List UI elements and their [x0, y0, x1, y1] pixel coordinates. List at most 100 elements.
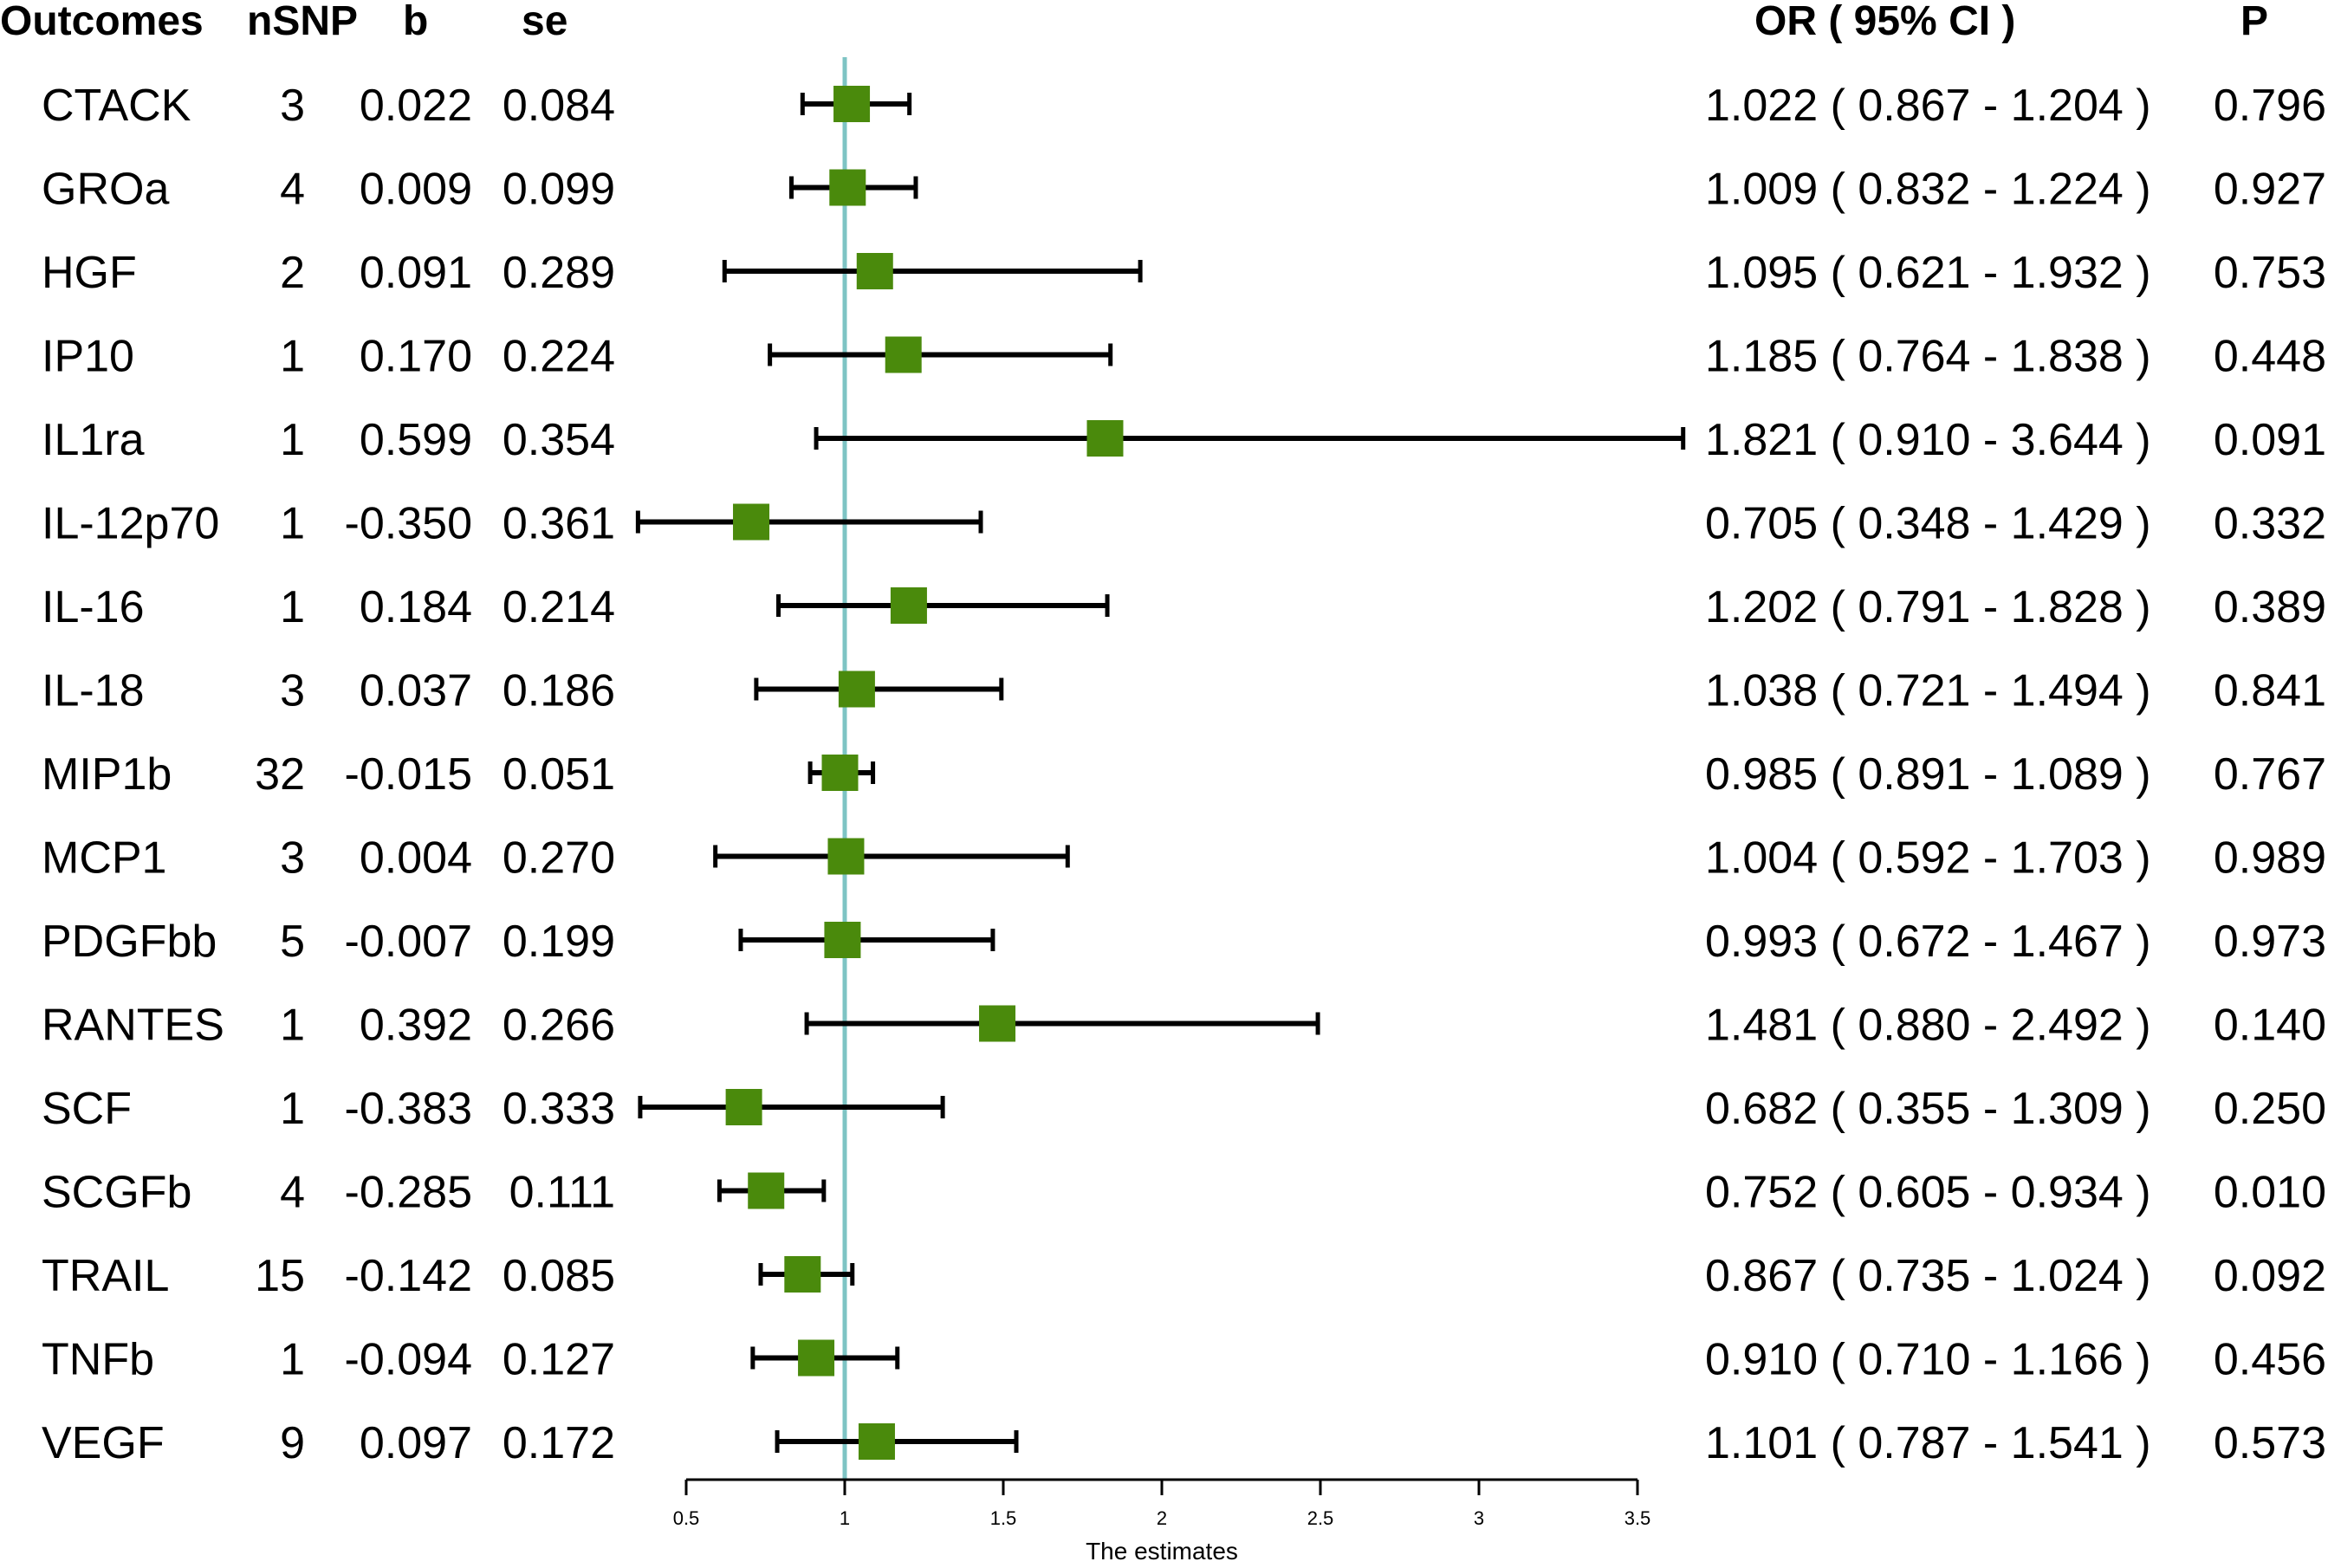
header-nsnp: nSNP	[247, 0, 358, 44]
p-value: 0.448	[2214, 332, 2326, 382]
forest-row: TRAIL 15 -0.142 0.085 0.867 ( 0.735 - 1.024 …	[42, 1251, 2326, 1301]
p-value: 0.332	[2214, 499, 2326, 549]
nsnp-value: 32	[255, 749, 305, 800]
b-value: 0.091	[360, 248, 472, 298]
nsnp-value: 1	[280, 582, 305, 632]
or-ci-value: 0.993 ( 0.672 - 1.467 )	[1705, 917, 2151, 967]
forest-row: PDGFbb 5 -0.007 0.199 0.993 ( 0.672 - 1.467 …	[42, 917, 2326, 967]
p-value: 0.767	[2214, 749, 2326, 800]
estimate-marker	[824, 922, 861, 958]
estimate-marker	[833, 86, 871, 122]
header-p: P	[2240, 0, 2268, 44]
x-axis-label: The estimates	[1086, 1538, 1238, 1565]
estimate-marker	[725, 1089, 762, 1125]
x-tick-label: 0.5	[673, 1507, 700, 1529]
b-value: -0.015	[345, 749, 472, 800]
or-ci-value: 0.910 ( 0.710 - 1.166 )	[1705, 1335, 2151, 1385]
b-value: 0.009	[360, 165, 472, 215]
se-value: 0.085	[503, 1251, 615, 1301]
outcome-label: IP10	[42, 332, 134, 382]
or-ci-value: 0.752 ( 0.605 - 0.934 )	[1705, 1168, 2151, 1218]
b-value: 0.392	[360, 1001, 472, 1051]
outcome-label: IL-18	[42, 666, 145, 716]
b-value: -0.383	[345, 1084, 472, 1134]
nsnp-value: 2	[280, 248, 305, 298]
nsnp-value: 1	[280, 1084, 305, 1134]
outcome-label: GROa	[42, 165, 169, 215]
forest-rows: CTACK 3 0.022 0.084 1.022 ( 0.867 - 1.204 ) 0…	[42, 81, 2326, 1468]
p-value: 0.841	[2214, 666, 2326, 716]
p-value: 0.973	[2214, 917, 2326, 967]
se-value: 0.214	[503, 582, 615, 632]
p-value: 0.140	[2214, 1001, 2326, 1051]
b-value: 0.599	[360, 415, 472, 465]
nsnp-value: 3	[280, 81, 305, 131]
estimate-marker	[784, 1256, 821, 1293]
outcome-label: TRAIL	[42, 1251, 169, 1301]
se-value: 0.111	[509, 1168, 615, 1218]
p-value: 0.989	[2214, 833, 2326, 884]
or-ci-value: 1.095 ( 0.621 - 1.932 )	[1705, 248, 2151, 298]
se-value: 0.224	[503, 332, 615, 382]
p-value: 0.927	[2214, 165, 2326, 215]
nsnp-value: 1	[280, 499, 305, 549]
outcome-label: MCP1	[42, 833, 166, 884]
se-value: 0.266	[503, 1001, 615, 1051]
outcome-label: VEGF	[42, 1418, 165, 1468]
nsnp-value: 3	[280, 833, 305, 884]
estimate-marker	[885, 336, 922, 373]
outcome-label: HGF	[42, 248, 137, 298]
estimate-marker	[821, 755, 859, 791]
x-axis-ticks: 0.5 1 1.5 2 2.5 3 3.5	[673, 1480, 1651, 1529]
outcome-label: IL-12p70	[42, 499, 219, 549]
b-value: -0.142	[345, 1251, 472, 1301]
or-ci-value: 1.202 ( 0.791 - 1.828 )	[1705, 582, 2151, 632]
outcome-label: CTACK	[42, 81, 191, 131]
or-ci-value: 0.867 ( 0.735 - 1.024 )	[1705, 1251, 2151, 1301]
estimate-marker	[856, 253, 893, 289]
x-tick-label: 3.5	[1624, 1507, 1651, 1529]
b-value: 0.004	[360, 833, 472, 884]
p-value: 0.389	[2214, 582, 2326, 632]
p-value: 0.753	[2214, 248, 2326, 298]
x-tick-label: 2.5	[1307, 1507, 1334, 1529]
x-tick-label: 1.5	[990, 1507, 1017, 1529]
forest-row: TNFb 1 -0.094 0.127 0.910 ( 0.710 - 1.166 ) 0…	[42, 1335, 2326, 1385]
b-value: 0.022	[360, 81, 472, 131]
b-value: -0.007	[345, 917, 472, 967]
nsnp-value: 3	[280, 666, 305, 716]
forest-row: MIP1b 32 -0.015 0.051 0.985 ( 0.891 - 1.089 …	[42, 749, 2326, 800]
forest-row: SCGFb 4 -0.285 0.111 0.752 ( 0.605 - 0.934 )…	[42, 1168, 2326, 1218]
nsnp-value: 4	[280, 165, 305, 215]
or-ci-value: 1.481 ( 0.880 - 2.492 )	[1705, 1001, 2151, 1051]
or-ci-value: 0.682 ( 0.355 - 1.309 )	[1705, 1084, 2151, 1134]
nsnp-value: 1	[280, 1335, 305, 1385]
forest-row: IL1ra 1 0.599 0.354 1.821 ( 0.910 - 3.644 ) 0…	[42, 415, 2326, 465]
estimate-marker	[858, 1423, 895, 1460]
se-value: 0.270	[503, 833, 615, 884]
or-ci-value: 1.022 ( 0.867 - 1.204 )	[1705, 81, 2151, 131]
forest-row: IP10 1 0.170 0.224 1.185 ( 0.764 - 1.838 ) 0.…	[42, 332, 2326, 382]
p-value: 0.250	[2214, 1084, 2326, 1134]
b-value: 0.184	[360, 582, 472, 632]
p-value: 0.573	[2214, 1418, 2326, 1468]
forest-row: IL-18 3 0.037 0.186 1.038 ( 0.721 - 1.494 ) 0…	[42, 666, 2326, 716]
or-ci-value: 1.038 ( 0.721 - 1.494 )	[1705, 666, 2151, 716]
se-value: 0.099	[503, 165, 615, 215]
se-value: 0.361	[503, 499, 615, 549]
x-tick-label: 3	[1474, 1507, 1484, 1529]
b-value: -0.094	[345, 1335, 472, 1385]
se-value: 0.051	[503, 749, 615, 800]
outcome-label: IL-16	[42, 582, 145, 632]
or-ci-value: 1.004 ( 0.592 - 1.703 )	[1705, 833, 2151, 884]
x-tick-label: 2	[1157, 1507, 1167, 1529]
p-value: 0.091	[2214, 415, 2326, 465]
nsnp-value: 4	[280, 1168, 305, 1218]
header-b: b	[403, 0, 428, 44]
b-value: 0.170	[360, 332, 472, 382]
se-value: 0.333	[503, 1084, 615, 1134]
se-value: 0.127	[503, 1335, 615, 1385]
or-ci-value: 0.705 ( 0.348 - 1.429 )	[1705, 499, 2151, 549]
or-ci-value: 1.101 ( 0.787 - 1.541 )	[1705, 1418, 2151, 1468]
